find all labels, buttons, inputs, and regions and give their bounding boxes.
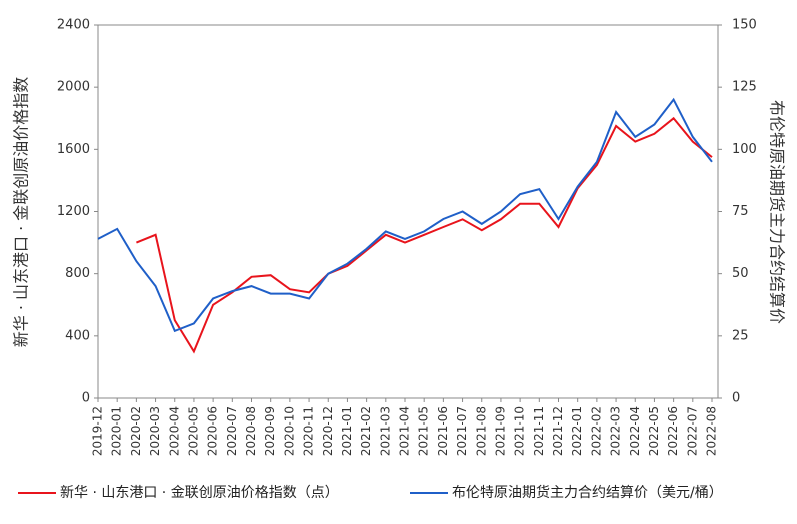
- legend-label: 布伦特原油期货主力合约结算价（美元/桶）: [452, 484, 723, 501]
- x-tick-label: 2021-10: [513, 406, 527, 456]
- x-tick-label: 2020-05: [186, 406, 200, 456]
- y2-tick-label: 75: [732, 204, 749, 219]
- x-tick-label: 2022-06: [666, 406, 680, 456]
- y-tick-label: 800: [65, 266, 90, 281]
- series-line: [97, 97, 713, 333]
- x-tick-label: 2020-01: [110, 406, 124, 456]
- x-tick-label: 2022-08: [705, 406, 719, 456]
- x-tick-label: 2021-08: [474, 406, 488, 456]
- x-tick-label: 2019-12: [91, 406, 105, 456]
- y2-tick-label: 25: [732, 328, 749, 343]
- x-tick-label: 2021-12: [551, 406, 565, 456]
- x-tick-label: 2020-08: [244, 406, 258, 456]
- y2-tick-label: 100: [732, 142, 757, 157]
- x-tick-label: 2020-02: [129, 406, 143, 456]
- y2-tick-label: 125: [732, 80, 757, 95]
- x-tick-label: 2020-04: [167, 406, 181, 456]
- x-tick-label: 2022-07: [685, 406, 699, 456]
- x-tick-label: 2020-11: [302, 406, 316, 456]
- x-tick-label: 2021-03: [378, 406, 392, 456]
- x-tick-label: 2020-10: [282, 406, 296, 456]
- y-tick-label: 2000: [57, 80, 90, 95]
- x-tick-label: 2022-01: [570, 406, 584, 456]
- series-line: [136, 116, 713, 354]
- y-tick-label: 1200: [57, 204, 90, 219]
- x-tick-label: 2020-03: [148, 406, 162, 456]
- x-tick-label: 2022-05: [647, 406, 661, 456]
- y2-tick-label: 150: [732, 18, 757, 33]
- x-tick-label: 2020-06: [206, 406, 220, 456]
- legend-label: 新华 · 山东港口 · 金联创原油价格指数（点）: [60, 485, 339, 501]
- x-tick-label: 2021-05: [417, 406, 431, 456]
- x-tick-label: 2022-03: [609, 406, 623, 456]
- x-tick-label: 2020-07: [225, 406, 239, 456]
- x-tick-label: 2021-07: [455, 406, 469, 456]
- y2-axis-label: 布伦特原油期货主力合约结算价: [768, 100, 787, 324]
- x-tick-label: 2021-06: [436, 406, 450, 456]
- y-tick-label: 2400: [57, 18, 90, 33]
- x-tick-label: 2021-11: [532, 406, 546, 456]
- plot-frame: [97, 24, 719, 399]
- y-axis-label: 新华 · 山东港口 · 金联创原油价格指数: [12, 77, 31, 348]
- x-tick-label: 2020-12: [321, 406, 335, 456]
- x-tick-label: 2021-01: [340, 406, 354, 456]
- y-tick-label: 1600: [57, 142, 90, 157]
- x-tick-label: 2020-09: [263, 406, 277, 456]
- x-tick-label: 2022-04: [628, 406, 642, 456]
- x-tick-label: 2021-02: [359, 406, 373, 456]
- y2-tick-label: 50: [732, 266, 749, 281]
- x-tick-label: 2021-04: [398, 406, 412, 456]
- x-tick-label: 2022-02: [589, 406, 603, 456]
- y-tick-label: 0: [82, 391, 90, 406]
- y2-tick-label: 0: [732, 391, 740, 406]
- y-tick-label: 400: [65, 328, 90, 343]
- x-tick-label: 2021-09: [493, 406, 507, 456]
